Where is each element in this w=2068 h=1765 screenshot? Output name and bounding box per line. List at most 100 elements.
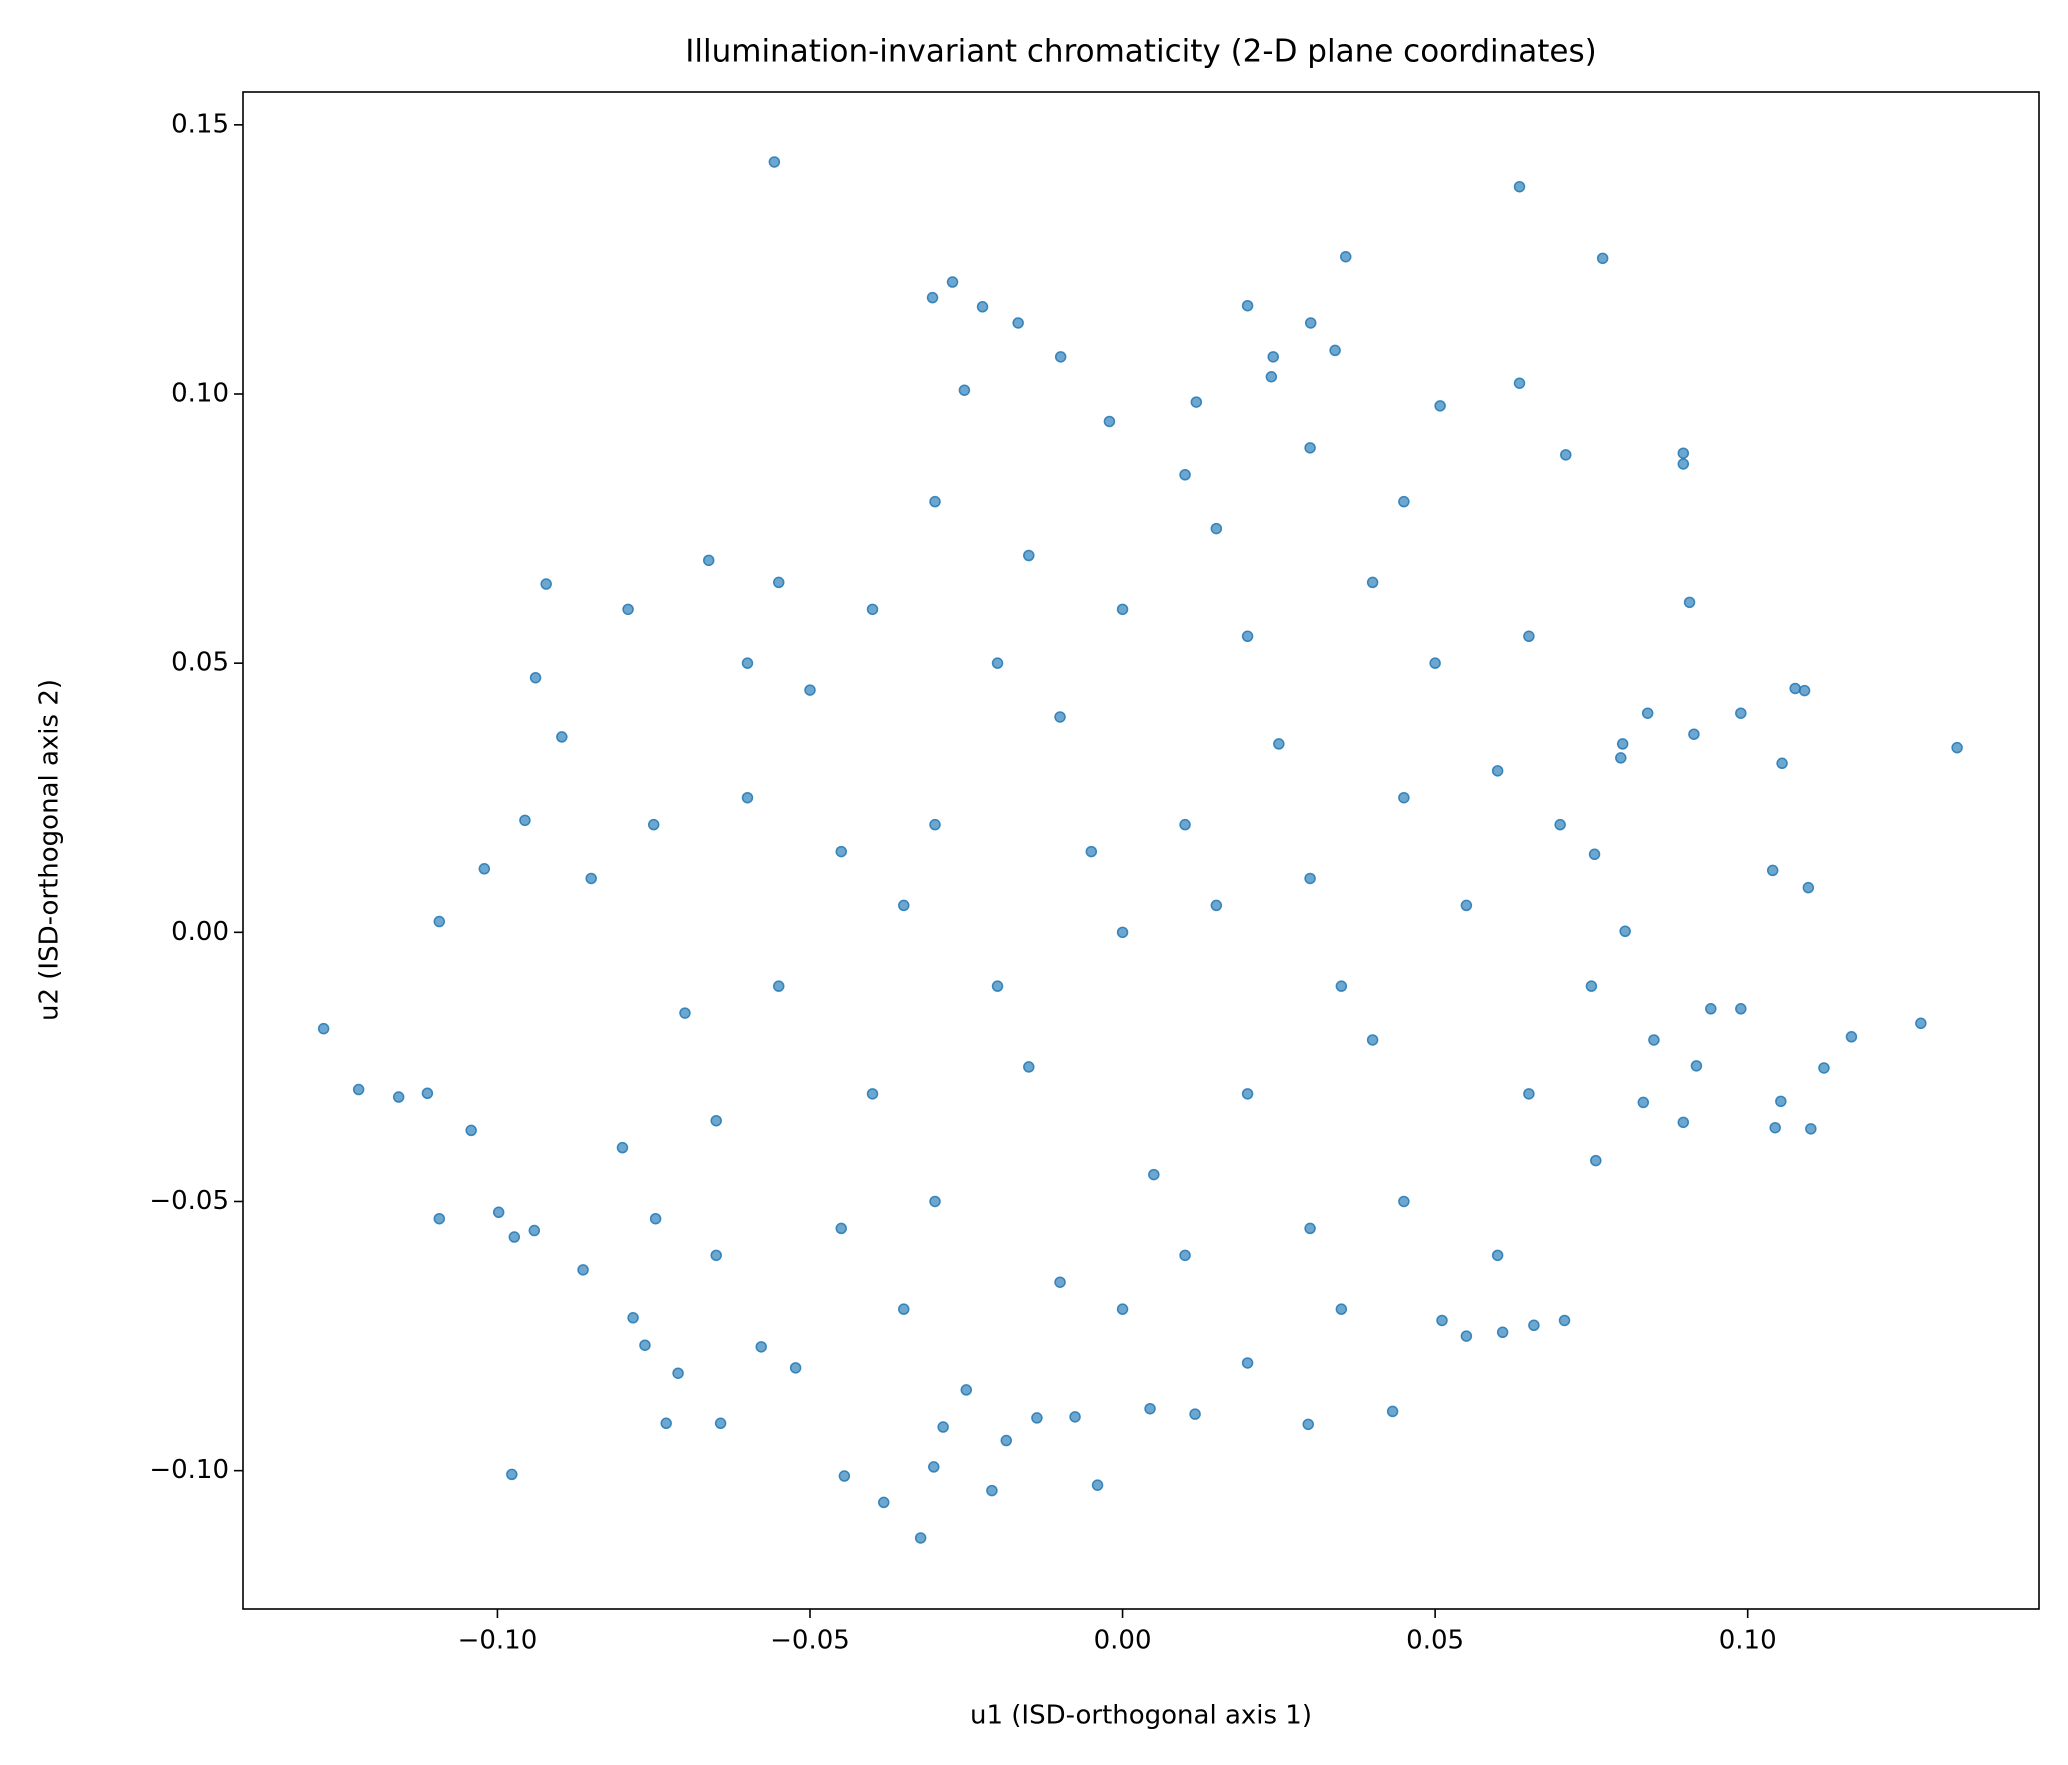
point xyxy=(529,671,542,684)
point xyxy=(946,276,959,288)
point xyxy=(1677,458,1690,470)
point xyxy=(1091,1479,1104,1491)
x-tick-label: −0.10 xyxy=(458,1626,538,1656)
point xyxy=(1085,845,1098,858)
point xyxy=(1241,1088,1254,1100)
point xyxy=(991,657,1004,669)
point xyxy=(1265,371,1278,383)
y-tick-label: −0.05 xyxy=(149,1186,229,1216)
point xyxy=(1648,1034,1660,1046)
point xyxy=(741,657,754,669)
point xyxy=(1460,1330,1473,1342)
point xyxy=(804,684,816,696)
point xyxy=(755,1341,767,1353)
point xyxy=(639,1339,651,1351)
point xyxy=(1116,926,1129,939)
point xyxy=(1329,344,1341,357)
y-tick-label: 0.00 xyxy=(171,917,229,947)
point xyxy=(1366,576,1379,589)
point xyxy=(1116,603,1129,616)
point xyxy=(1845,1031,1858,1043)
point xyxy=(958,384,971,396)
point xyxy=(478,863,491,875)
point xyxy=(928,1461,940,1473)
point xyxy=(1513,377,1526,389)
point xyxy=(1766,864,1779,877)
point xyxy=(1615,752,1627,764)
point xyxy=(1179,818,1191,831)
point xyxy=(710,1114,722,1127)
point xyxy=(616,1141,629,1154)
point xyxy=(1302,1418,1314,1431)
point xyxy=(679,1007,691,1019)
point xyxy=(519,814,531,827)
point xyxy=(1179,468,1191,481)
point xyxy=(1585,980,1598,992)
point xyxy=(926,291,939,304)
point xyxy=(702,554,715,567)
point xyxy=(540,578,552,590)
point xyxy=(465,1124,477,1137)
point xyxy=(1000,1434,1013,1447)
point xyxy=(577,1264,589,1276)
point xyxy=(929,818,941,831)
point xyxy=(1304,872,1316,885)
point xyxy=(1802,881,1815,894)
point xyxy=(1491,1249,1504,1262)
point xyxy=(660,1417,672,1430)
point xyxy=(1429,657,1441,669)
point xyxy=(1915,1017,1927,1030)
point xyxy=(585,872,597,885)
point xyxy=(492,1206,505,1219)
point xyxy=(1023,549,1035,562)
point xyxy=(1335,980,1348,992)
point xyxy=(317,1022,330,1035)
point xyxy=(1069,1411,1081,1423)
point xyxy=(835,1222,847,1235)
point xyxy=(914,1532,927,1544)
point xyxy=(1054,1276,1066,1288)
point xyxy=(789,1362,802,1374)
point xyxy=(1789,682,1801,695)
point xyxy=(1523,1088,1535,1100)
point xyxy=(1144,1402,1156,1415)
point xyxy=(929,495,941,508)
point xyxy=(1335,1303,1348,1315)
point xyxy=(1677,447,1690,459)
point xyxy=(1588,848,1601,861)
y-tick-label: −0.10 xyxy=(149,1455,229,1485)
point xyxy=(1523,630,1535,642)
point xyxy=(929,1195,941,1208)
point xyxy=(528,1224,541,1237)
point xyxy=(898,899,910,912)
point xyxy=(1398,495,1410,508)
point xyxy=(741,791,754,804)
point xyxy=(1398,791,1410,804)
y-tick-label: 0.05 xyxy=(171,648,229,678)
point xyxy=(1690,1060,1703,1072)
point xyxy=(1798,684,1811,697)
point xyxy=(1688,728,1700,740)
x-tick-label: −0.05 xyxy=(770,1626,850,1656)
point xyxy=(1398,1195,1410,1208)
point xyxy=(986,1484,998,1497)
point xyxy=(1054,351,1067,363)
point xyxy=(392,1091,405,1103)
point xyxy=(1386,1405,1399,1418)
x-tick-label: 0.10 xyxy=(1719,1626,1777,1656)
point xyxy=(866,603,879,616)
point xyxy=(1683,596,1696,609)
point xyxy=(1775,1095,1787,1108)
x-axis-label: u1 (ISD-orthogonal axis 1) xyxy=(970,1701,1312,1731)
point xyxy=(1339,250,1352,263)
point xyxy=(506,1468,518,1481)
point xyxy=(1735,1003,1747,1015)
points xyxy=(317,156,1963,1544)
point xyxy=(1619,925,1631,937)
point xyxy=(433,915,446,928)
point xyxy=(1116,1303,1129,1315)
y-tick-label: 0.15 xyxy=(171,109,229,139)
point xyxy=(1148,1168,1160,1181)
point xyxy=(1436,1314,1448,1327)
point xyxy=(710,1249,722,1262)
